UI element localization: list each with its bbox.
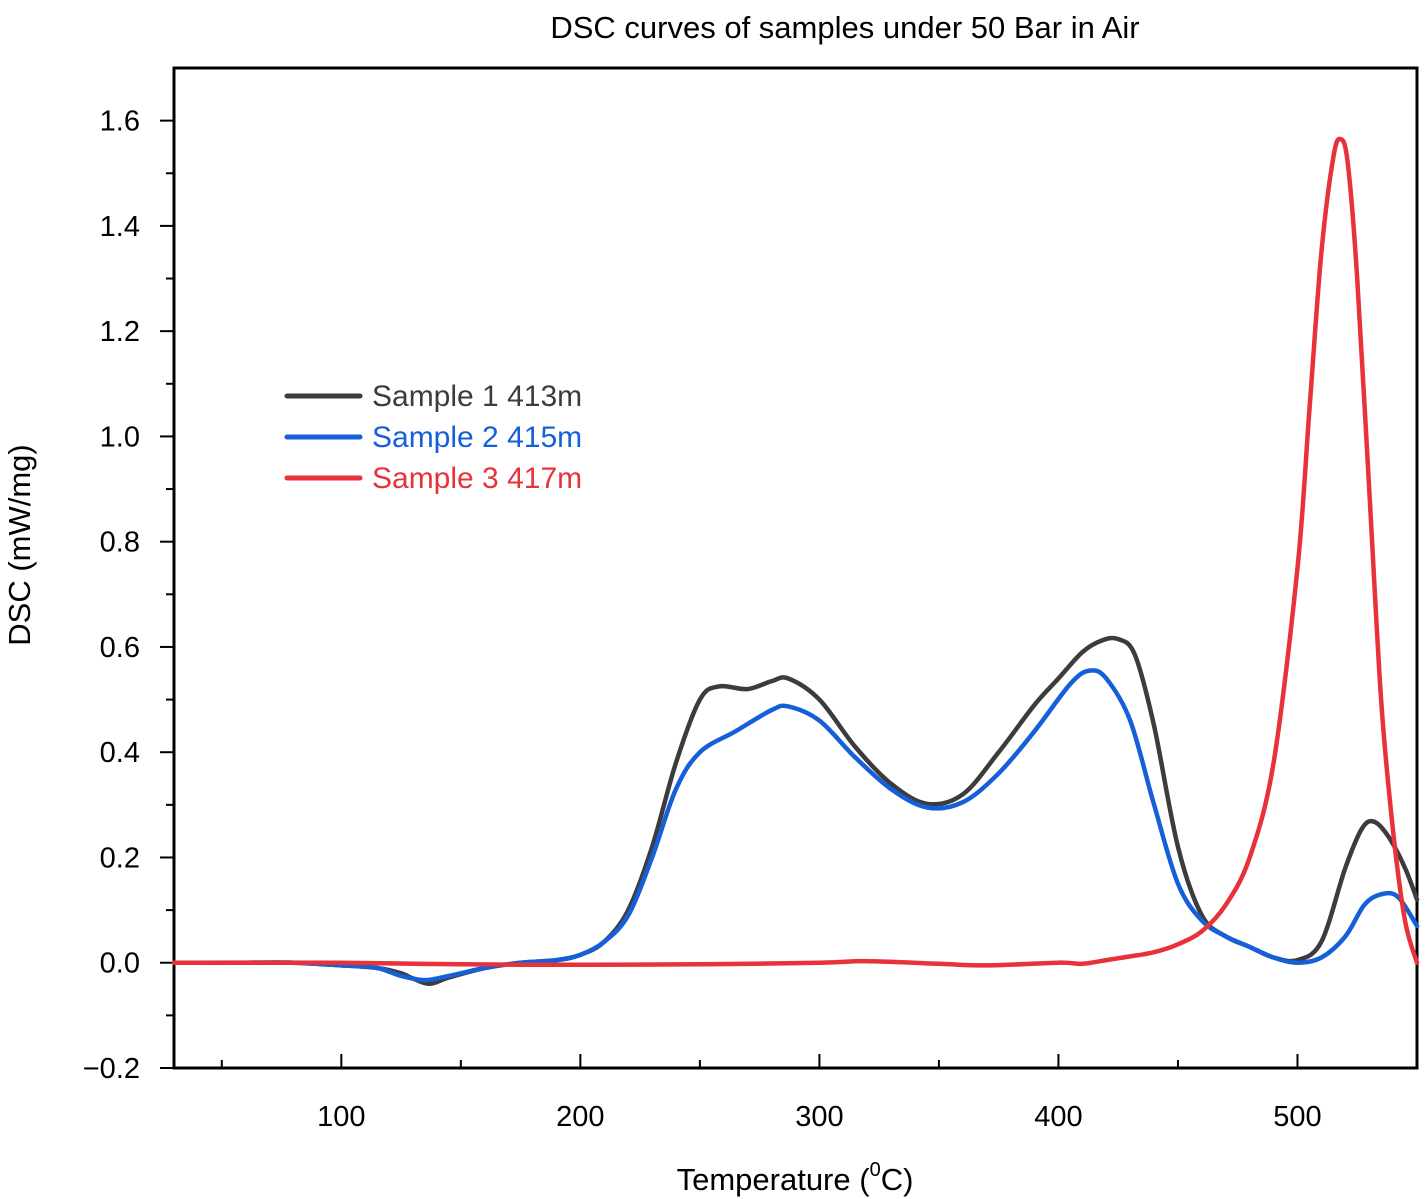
series-layer (171, 136, 1420, 987)
series-line-sample-2 (171, 668, 1420, 983)
y-axis-title: DSC (mW/mg) (2, 444, 37, 645)
y-tick-label: 1.6 (100, 106, 140, 138)
y-tick-label: 0.2 (100, 842, 140, 874)
y-tick-label: −0.2 (83, 1053, 140, 1085)
x-axis-title: Temperature (0C) (677, 1159, 914, 1197)
y-tick-label: 0.0 (100, 948, 140, 980)
chart-title: DSC curves of samples under 50 Bar in Ai… (550, 10, 1139, 45)
x-axis-title-main: Temperature ( (677, 1162, 871, 1197)
y-tick-label: 0.6 (100, 632, 140, 664)
x-tick-label: 400 (1034, 1101, 1082, 1133)
x-axis-title-unit: C) (881, 1162, 914, 1197)
y-tick-label: 0.4 (100, 737, 140, 769)
series-line-sample-1 (171, 635, 1420, 987)
y-tick-label: 1.0 (100, 421, 140, 453)
x-tick-label: 500 (1273, 1101, 1321, 1133)
x-axis-ticks: 100 200 300 400 500 (220, 1054, 1418, 1133)
x-tick-label: 300 (795, 1101, 843, 1133)
y-tick-label: 1.4 (100, 211, 140, 243)
y-tick-label: 1.2 (100, 316, 140, 348)
x-tick-label: 200 (556, 1101, 604, 1133)
legend-label-sample-2: Sample 2 415m (372, 421, 582, 454)
series-line-sample-3 (171, 136, 1420, 968)
legend-label-sample-1: Sample 1 413m (372, 380, 582, 413)
x-axis-title-superscript: 0 (870, 1159, 881, 1181)
legend: Sample 1 413m Sample 2 415m Sample 3 417m (284, 380, 582, 495)
plot-frame (172, 66, 1419, 1070)
y-axis-ticks: −0.2 0.0 0.2 0.4 0.6 0.8 1.0 1.2 1.4 1.6 (83, 106, 174, 1085)
legend-label-sample-3: Sample 3 417m (372, 462, 582, 495)
y-tick-label: 0.8 (100, 527, 140, 559)
x-tick-label: 100 (317, 1101, 365, 1133)
